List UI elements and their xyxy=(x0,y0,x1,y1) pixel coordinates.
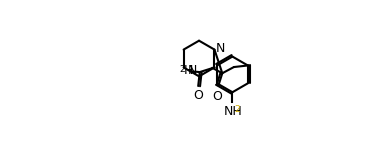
Text: H: H xyxy=(183,64,193,77)
Text: 2: 2 xyxy=(234,105,240,114)
Text: O: O xyxy=(213,90,223,102)
Text: NH: NH xyxy=(224,105,243,118)
Text: N: N xyxy=(216,42,225,55)
Text: N: N xyxy=(188,64,198,77)
Text: 2: 2 xyxy=(180,65,186,74)
Text: O: O xyxy=(193,89,203,102)
